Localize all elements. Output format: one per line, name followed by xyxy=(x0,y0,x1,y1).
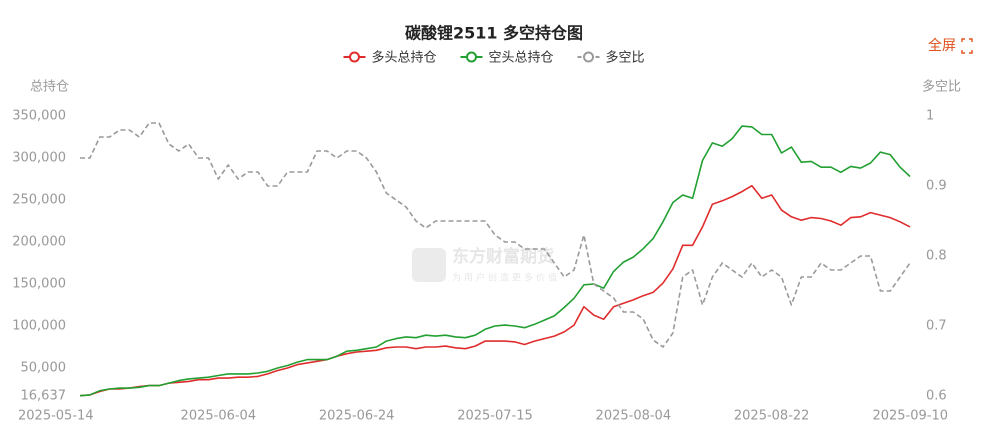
y2-tick-label: 0.7 xyxy=(926,319,947,334)
y-tick-label: 350,000 xyxy=(12,109,66,124)
y-tick-label: 16,637 xyxy=(21,389,67,404)
legend-item: 多空比 xyxy=(577,50,645,66)
legend-marker xyxy=(348,51,360,63)
y2-axis-title: 多空比 xyxy=(922,79,961,95)
legend: 多头总持仓 空头总持仓 多空比 xyxy=(343,50,645,66)
watermark: 东方财富期货 为用户创造更多价值 xyxy=(412,246,560,284)
legend-item: 空头总持仓 xyxy=(460,51,554,66)
x-tick-label: 2025-08-22 xyxy=(734,409,810,424)
y2-tick-label: 0.8 xyxy=(926,249,947,264)
legend-label: 空头总持仓 xyxy=(488,51,553,66)
plot: 16,637 50,000 100,000 150,000 200,000 250,000… xyxy=(12,109,948,424)
x-tick-label: 2025-09-10 xyxy=(872,409,948,424)
fullscreen-button[interactable]: 全屏 xyxy=(928,37,973,54)
legend-marker xyxy=(465,51,477,63)
y-tick-label: 250,000 xyxy=(12,192,66,207)
y2-tick-label: 1 xyxy=(926,109,934,124)
y-tick-label: 100,000 xyxy=(12,318,66,333)
fullscreen-icon[interactable] xyxy=(961,38,973,54)
watermark-logo xyxy=(412,248,446,282)
series-line xyxy=(79,125,911,397)
fullscreen-label[interactable]: 全屏 xyxy=(928,37,956,54)
x-tick-label: 2025-08-04 xyxy=(596,409,672,424)
y-tick-label: 50,000 xyxy=(21,360,67,375)
series-line xyxy=(80,122,911,348)
y-tick-label: 150,000 xyxy=(12,276,66,291)
chart-title: 碳酸锂2511 多空持仓图 xyxy=(405,24,583,43)
legend-item: 多头总持仓 xyxy=(343,50,436,66)
watermark-slogan: 为用户创造更多价值 xyxy=(452,272,560,284)
y-tick-label: 300,000 xyxy=(12,150,66,165)
x-tick-label: 2025-07-15 xyxy=(457,409,533,424)
legend-label: 多头总持仓 xyxy=(371,50,436,66)
y2-tick-label: 0.9 xyxy=(926,179,947,194)
legend-marker xyxy=(583,51,595,63)
y-axis-title: 总持仓 xyxy=(30,80,69,95)
x-tick-label: 2025-06-24 xyxy=(319,409,395,424)
y-tick-label: 200,000 xyxy=(12,234,66,249)
series-line xyxy=(79,184,911,397)
legend-label: 多空比 xyxy=(606,50,645,66)
x-tick-label: 2025-05-14 xyxy=(18,409,94,424)
y2-tick-label: 0.6 xyxy=(926,389,947,404)
x-tick-label: 2025-06-04 xyxy=(181,409,257,424)
watermark-brand: 东方财富期货 xyxy=(452,246,554,267)
